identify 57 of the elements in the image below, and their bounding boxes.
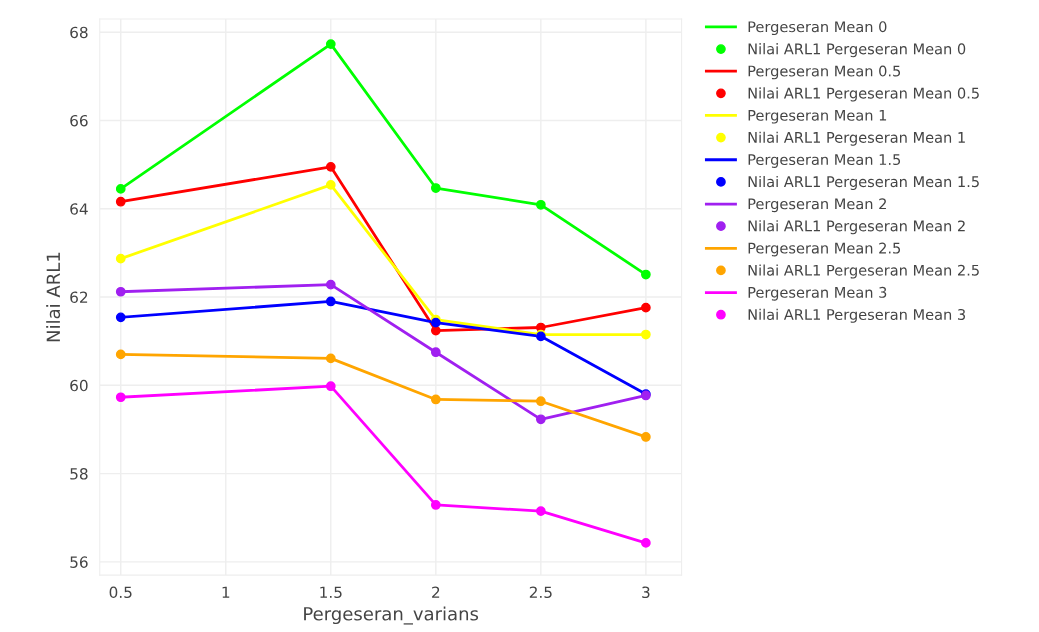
y-tick-label: 58 (70, 468, 88, 480)
legend-label: Pergeseran Mean 0.5 (748, 65, 901, 80)
x-tick-label: 1 (222, 586, 230, 598)
point (535, 414, 546, 425)
legend-label: Pergeseran Mean 1.5 (748, 154, 901, 168)
y-tick-label: 68 (70, 26, 88, 39)
point (430, 500, 441, 510)
legend-label: Pergeseran Mean 0 (748, 21, 887, 36)
point (115, 286, 126, 297)
point (430, 347, 441, 358)
y-tick-label: 62 (70, 291, 88, 304)
x-tick-label: 2.5 (529, 586, 552, 599)
point (115, 392, 126, 403)
point (325, 353, 336, 364)
point (115, 196, 126, 207)
point (325, 39, 336, 49)
point (115, 253, 126, 264)
point (430, 394, 441, 405)
point (115, 184, 126, 194)
point (325, 381, 336, 392)
point (115, 312, 126, 323)
legend-label: Nilai ARL1 Pergeseran Mean 1 (748, 131, 965, 146)
point (325, 161, 336, 172)
point (641, 329, 651, 340)
legend-label: Nilai ARL1 Pergeseran Mean 0 (748, 43, 966, 58)
point (535, 199, 546, 210)
point (641, 302, 651, 313)
point (641, 538, 651, 548)
legend-label: Pergeseran Mean 1 (748, 109, 887, 124)
x-tick-label: 2 (432, 586, 440, 598)
x-tick-label: 1.5 (320, 586, 342, 599)
legend-label: Pergeseran Mean 3 (748, 286, 887, 301)
x-tick-label: 0.5 (109, 586, 132, 599)
point (430, 183, 441, 193)
point (325, 279, 336, 290)
point (325, 296, 336, 307)
x-axis-title: Pergeseran_varians (304, 606, 479, 625)
y-tick-label: 60 (70, 379, 88, 392)
legend-label: Nilai ARL1 Pergeseran Mean 2.5 (748, 264, 979, 279)
legend-label: Nilai ARL1 Pergeseran Mean 1.5 (748, 175, 979, 191)
point (115, 349, 126, 360)
legend-label: Nilai ARL1 Pergeseran Mean 0.5 (748, 87, 979, 102)
legend-label: Pergeseran Mean 2.5 (748, 242, 901, 257)
point (535, 396, 546, 407)
legend-label: Pergeseran Mean 2 (748, 198, 886, 213)
legend-label: Nilai ARL1 Pergeseran Mean 2 (748, 220, 965, 235)
x-tick-label: 3 (642, 586, 650, 599)
point (641, 269, 651, 280)
y-tick-label: 64 (70, 203, 88, 215)
y-axis-title: Nilai ARL1 (46, 252, 61, 342)
point (535, 506, 546, 516)
y-tick-label: 66 (70, 114, 88, 127)
point (430, 325, 441, 336)
legend-label: Nilai ARL1 Pergeseran Mean 3 (748, 308, 966, 323)
point (641, 432, 651, 442)
point (325, 180, 336, 190)
y-tick-label: 56 (70, 556, 88, 568)
